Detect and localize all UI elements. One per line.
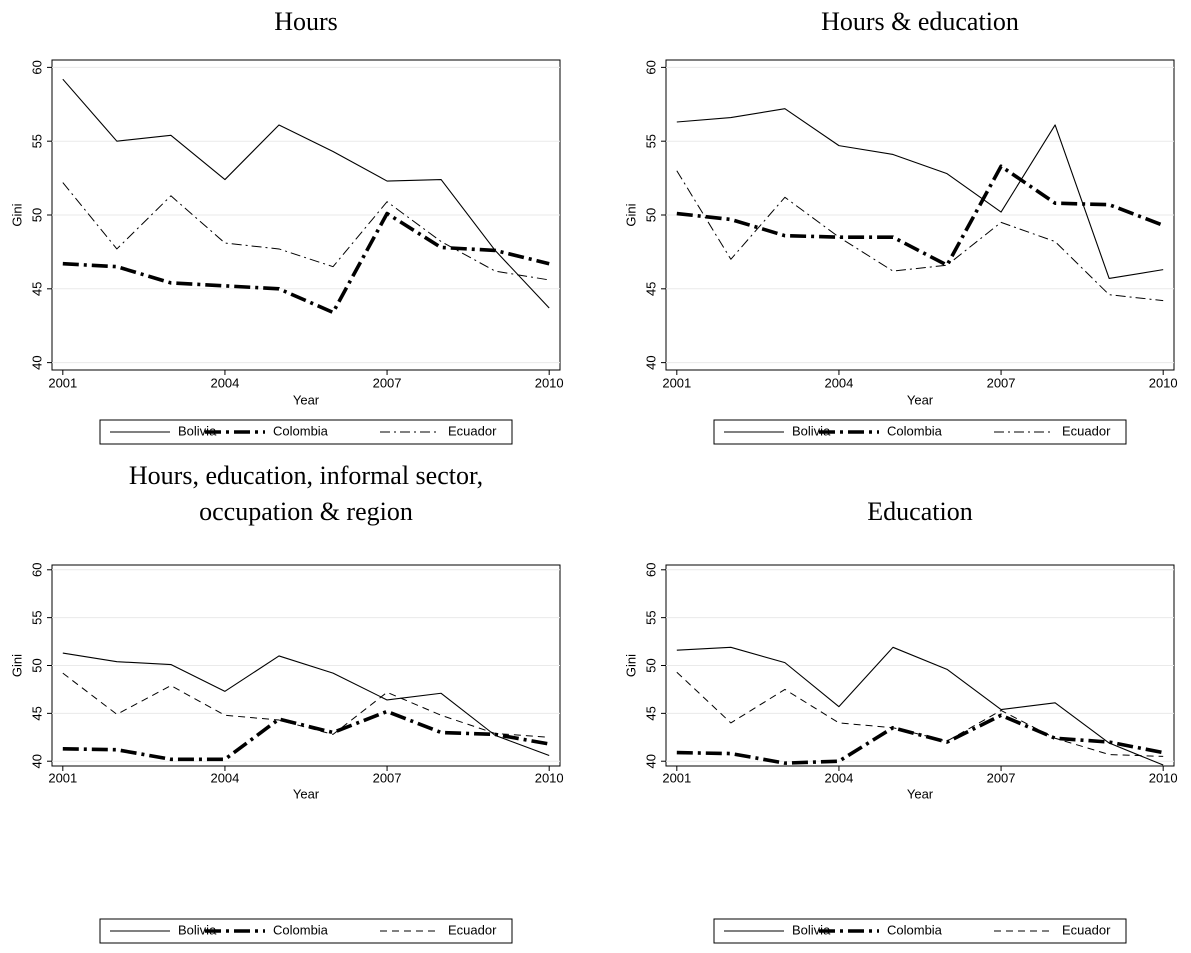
x-tick-label: 2004 [210, 375, 239, 390]
series-line [62, 182, 550, 281]
y-axis-label: Gini [623, 654, 638, 677]
x-tick-label: 2001 [48, 770, 77, 785]
x-tick-label: 2007 [987, 375, 1016, 390]
legend-label: Ecuador [1062, 922, 1111, 937]
legend-label: Ecuador [1062, 423, 1111, 438]
y-tick-label: 50 [29, 658, 44, 672]
panel-title: Hours, education, informal sector, occup… [9, 458, 603, 530]
series-line [62, 672, 550, 738]
title-text: Hours [274, 7, 338, 36]
y-tick-label: 60 [643, 563, 658, 577]
y-tick-label: 55 [643, 134, 658, 148]
x-tick-label: 2010 [535, 770, 564, 785]
series-line [676, 108, 1164, 280]
y-tick-label: 60 [29, 60, 44, 74]
panel-title: Education [623, 494, 1191, 530]
y-tick-label: 45 [643, 706, 658, 720]
title-text: Hours, education, informal sector, occup… [128, 461, 484, 526]
x-tick-label: 2004 [210, 770, 239, 785]
x-axis-label: Year [293, 392, 320, 407]
legend-label: Ecuador [448, 423, 497, 438]
legend-label: Colombia [887, 423, 943, 438]
series-line [676, 164, 1164, 267]
series-line [62, 78, 550, 309]
series-line [62, 211, 550, 315]
x-tick-label: 2004 [824, 375, 853, 390]
x-axis-label: Year [907, 392, 934, 407]
x-tick-label: 2001 [662, 375, 691, 390]
x-tick-label: 2007 [373, 375, 402, 390]
y-axis-label: Gini [9, 203, 24, 226]
x-tick-label: 2007 [373, 770, 402, 785]
y-tick-label: 40 [643, 754, 658, 768]
legend-label: Colombia [887, 922, 943, 937]
y-axis-label: Gini [9, 654, 24, 677]
legend-label: Ecuador [448, 922, 497, 937]
legend-label: Bolivia [178, 922, 217, 937]
y-tick-label: 40 [29, 355, 44, 369]
x-tick-label: 2010 [1149, 770, 1178, 785]
y-axis-label: Gini [623, 203, 638, 226]
y-tick-label: 45 [29, 282, 44, 296]
y-tick-label: 55 [29, 610, 44, 624]
y-tick-label: 40 [643, 355, 658, 369]
panel-title: Hours [9, 4, 603, 40]
x-axis-label: Year [907, 786, 934, 801]
legend-label: Colombia [273, 922, 329, 937]
y-tick-label: 45 [643, 282, 658, 296]
series-line [676, 170, 1164, 302]
series-line [676, 646, 1164, 766]
series-line [676, 713, 1164, 765]
x-tick-label: 2004 [824, 770, 853, 785]
y-tick-label: 55 [29, 134, 44, 148]
y-tick-label: 45 [29, 706, 44, 720]
series-line [62, 652, 550, 756]
legend-label: Bolivia [792, 922, 831, 937]
series-line [62, 709, 550, 762]
title-text: Hours & education [821, 7, 1019, 36]
x-axis-label: Year [293, 786, 320, 801]
x-tick-label: 2001 [48, 375, 77, 390]
x-tick-label: 2010 [535, 375, 564, 390]
series-line [676, 671, 1164, 757]
legend-label: Colombia [273, 423, 329, 438]
y-tick-label: 60 [643, 60, 658, 74]
legend-label: Bolivia [792, 423, 831, 438]
y-tick-label: 55 [643, 610, 658, 624]
x-tick-label: 2001 [662, 770, 691, 785]
x-tick-label: 2010 [1149, 375, 1178, 390]
y-tick-label: 50 [643, 658, 658, 672]
y-tick-label: 50 [29, 208, 44, 222]
title-text: Education [867, 497, 973, 526]
y-tick-label: 50 [643, 208, 658, 222]
panel-title: Hours & education [623, 4, 1191, 40]
y-tick-label: 60 [29, 563, 44, 577]
legend-box [99, 419, 513, 445]
x-tick-label: 2007 [987, 770, 1016, 785]
y-tick-label: 40 [29, 754, 44, 768]
legend-label: Bolivia [178, 423, 217, 438]
